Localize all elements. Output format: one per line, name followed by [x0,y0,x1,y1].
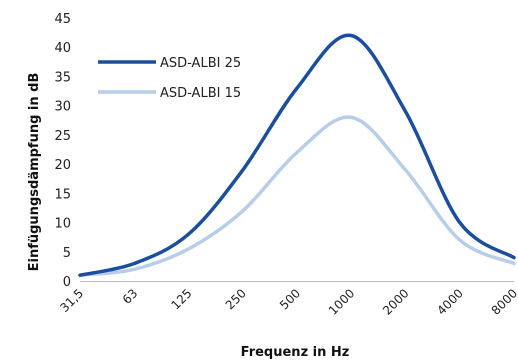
y-tick-label: 30 [54,100,71,115]
y-tick-label: 45 [54,12,71,27]
x-tick-label: 125 [169,286,195,312]
legend-label-2: ASD-ALBI 15 [160,86,241,101]
x-axis-title: Frequenz in Hz [241,345,350,360]
y-tick-label: 0 [63,275,71,290]
series-line-1 [78,33,516,277]
x-tick-label: 31,5 [57,286,86,315]
x-tick-label: 1000 [326,286,357,317]
x-tick-label: 2000 [380,286,411,317]
x-tick-label: 4000 [434,286,465,317]
y-tick-label: 20 [54,158,71,173]
x-tick-label: 500 [277,286,303,312]
y-tick-label: 25 [54,129,71,144]
y-axis-title: Einfügungsdämpfung in dB [27,73,42,272]
y-tick-label: 10 [54,217,71,232]
legend-label-1: ASD-ALBI 25 [160,56,241,71]
y-tick-label: 15 [54,187,71,202]
x-tick-label: 8000 [489,286,518,317]
y-tick-label: 5 [63,246,71,261]
series-lines [78,33,516,277]
x-tick-label: 250 [223,286,249,312]
series-line-2 [78,115,516,277]
y-tick-label: 35 [54,70,71,85]
legend: ASD-ALBI 25 ASD-ALBI 15 [98,56,241,101]
x-tick-label: 63 [120,286,141,307]
y-tick-label: 40 [54,41,71,56]
